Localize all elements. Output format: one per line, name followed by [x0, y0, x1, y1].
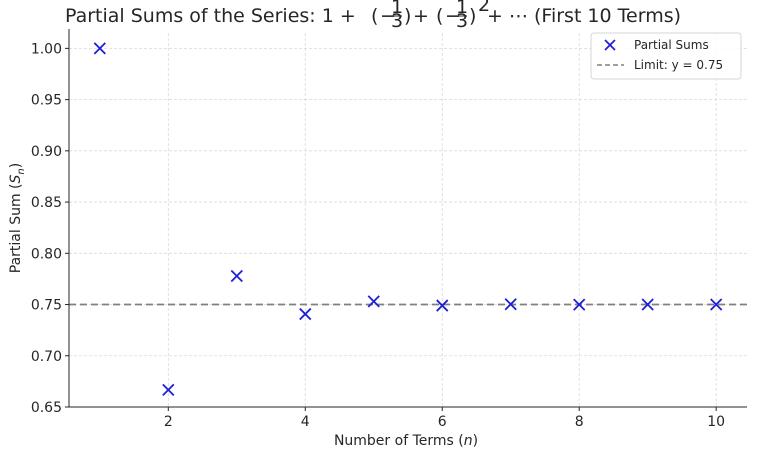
- x-axis-ticks: 2 4 6 8 10: [164, 407, 725, 430]
- legend-label-limit: Limit: y = 0.75: [634, 58, 723, 72]
- y-tick-label-7: 1.00: [31, 41, 62, 57]
- x-tick-label-3: 8: [575, 414, 584, 430]
- title-term-1: ( − 1 3 ): [371, 0, 411, 32]
- y-axis-ticks: 0.65 0.70 0.75 0.80 0.85 0.90 0.95 1.00: [31, 41, 69, 416]
- data-point-6: [436, 299, 449, 312]
- title-prefix: Partial Sums of the Series: 1 +: [65, 5, 356, 27]
- x-axis-label-var: n: [464, 433, 473, 449]
- legend: Partial Sums Limit: y = 0.75: [590, 32, 742, 80]
- title-term-num-1: 1: [391, 0, 403, 18]
- title-suffix: + ⋯ (First 10 Terms): [487, 5, 681, 27]
- y-tick-label-1: 0.70: [31, 349, 62, 365]
- data-point-2: [162, 383, 175, 397]
- plot-area: 2 4 6 8 10 0.65 0.70 0.75 0.80 0.85 0.90 0.95 1.00: [31, 29, 747, 430]
- y-tick-label-3: 0.80: [31, 246, 62, 262]
- title-paren-close-1: ): [404, 5, 411, 27]
- y-axis-label: Partial Sum (Sn): [8, 163, 27, 273]
- y-tick-label-5: 0.90: [31, 144, 62, 160]
- y-axis-label-var: S: [8, 174, 24, 183]
- x-tick-label-0: 2: [164, 414, 173, 430]
- y-tick-label-2: 0.75: [31, 298, 62, 314]
- x-tick-label-2: 6: [438, 414, 447, 430]
- legend-box: [590, 32, 742, 80]
- y-axis-label-close: ): [8, 163, 24, 168]
- title-term-sign-2: −: [445, 5, 461, 27]
- chart-title: Partial Sums of the Series: 1 + ( − 1 3 …: [65, 0, 681, 32]
- title-term-num-2: 1: [456, 0, 468, 18]
- x-tick-label-1: 4: [301, 414, 310, 430]
- title-paren-open-2: (: [436, 5, 443, 27]
- title-exponent: 2: [478, 0, 490, 16]
- axes-frame: [68, 29, 747, 408]
- title-paren-close-2: ): [469, 5, 476, 27]
- data-point-8: [573, 298, 586, 311]
- x-axis-label-text: Number of Terms (: [334, 433, 464, 449]
- data-point-4: [299, 307, 312, 321]
- y-axis-label-sub: n: [16, 168, 27, 174]
- title-term-sign-1: −: [380, 5, 396, 27]
- y-tick-label-6: 0.95: [31, 93, 62, 109]
- data-point-3: [230, 269, 243, 283]
- y-axis-label-text: Partial Sum (: [8, 183, 24, 273]
- x-tick-label-4: 10: [707, 414, 725, 430]
- y-tick-label-0: 0.65: [31, 400, 62, 416]
- data-point-1: [93, 42, 106, 55]
- data-point-10: [710, 298, 723, 311]
- x-axis-label: Number of Terms (n): [334, 433, 478, 449]
- data-point-9: [641, 298, 654, 311]
- data-point-5: [367, 295, 380, 308]
- x-axis-label-close: ): [473, 433, 478, 449]
- title-term-den-2: 3: [456, 10, 468, 32]
- legend-marker-partial-sums: [604, 39, 616, 51]
- title-plus: +: [413, 5, 429, 27]
- data-points: [93, 42, 723, 397]
- title-term-2: ( − 1 3 ) 2: [436, 0, 490, 32]
- title-term-den-1: 3: [391, 10, 403, 32]
- data-point-7: [504, 298, 517, 311]
- legend-label-partial-sums: Partial Sums: [634, 38, 709, 52]
- y-tick-label-4: 0.85: [31, 195, 62, 211]
- title-paren-open-1: (: [371, 5, 378, 27]
